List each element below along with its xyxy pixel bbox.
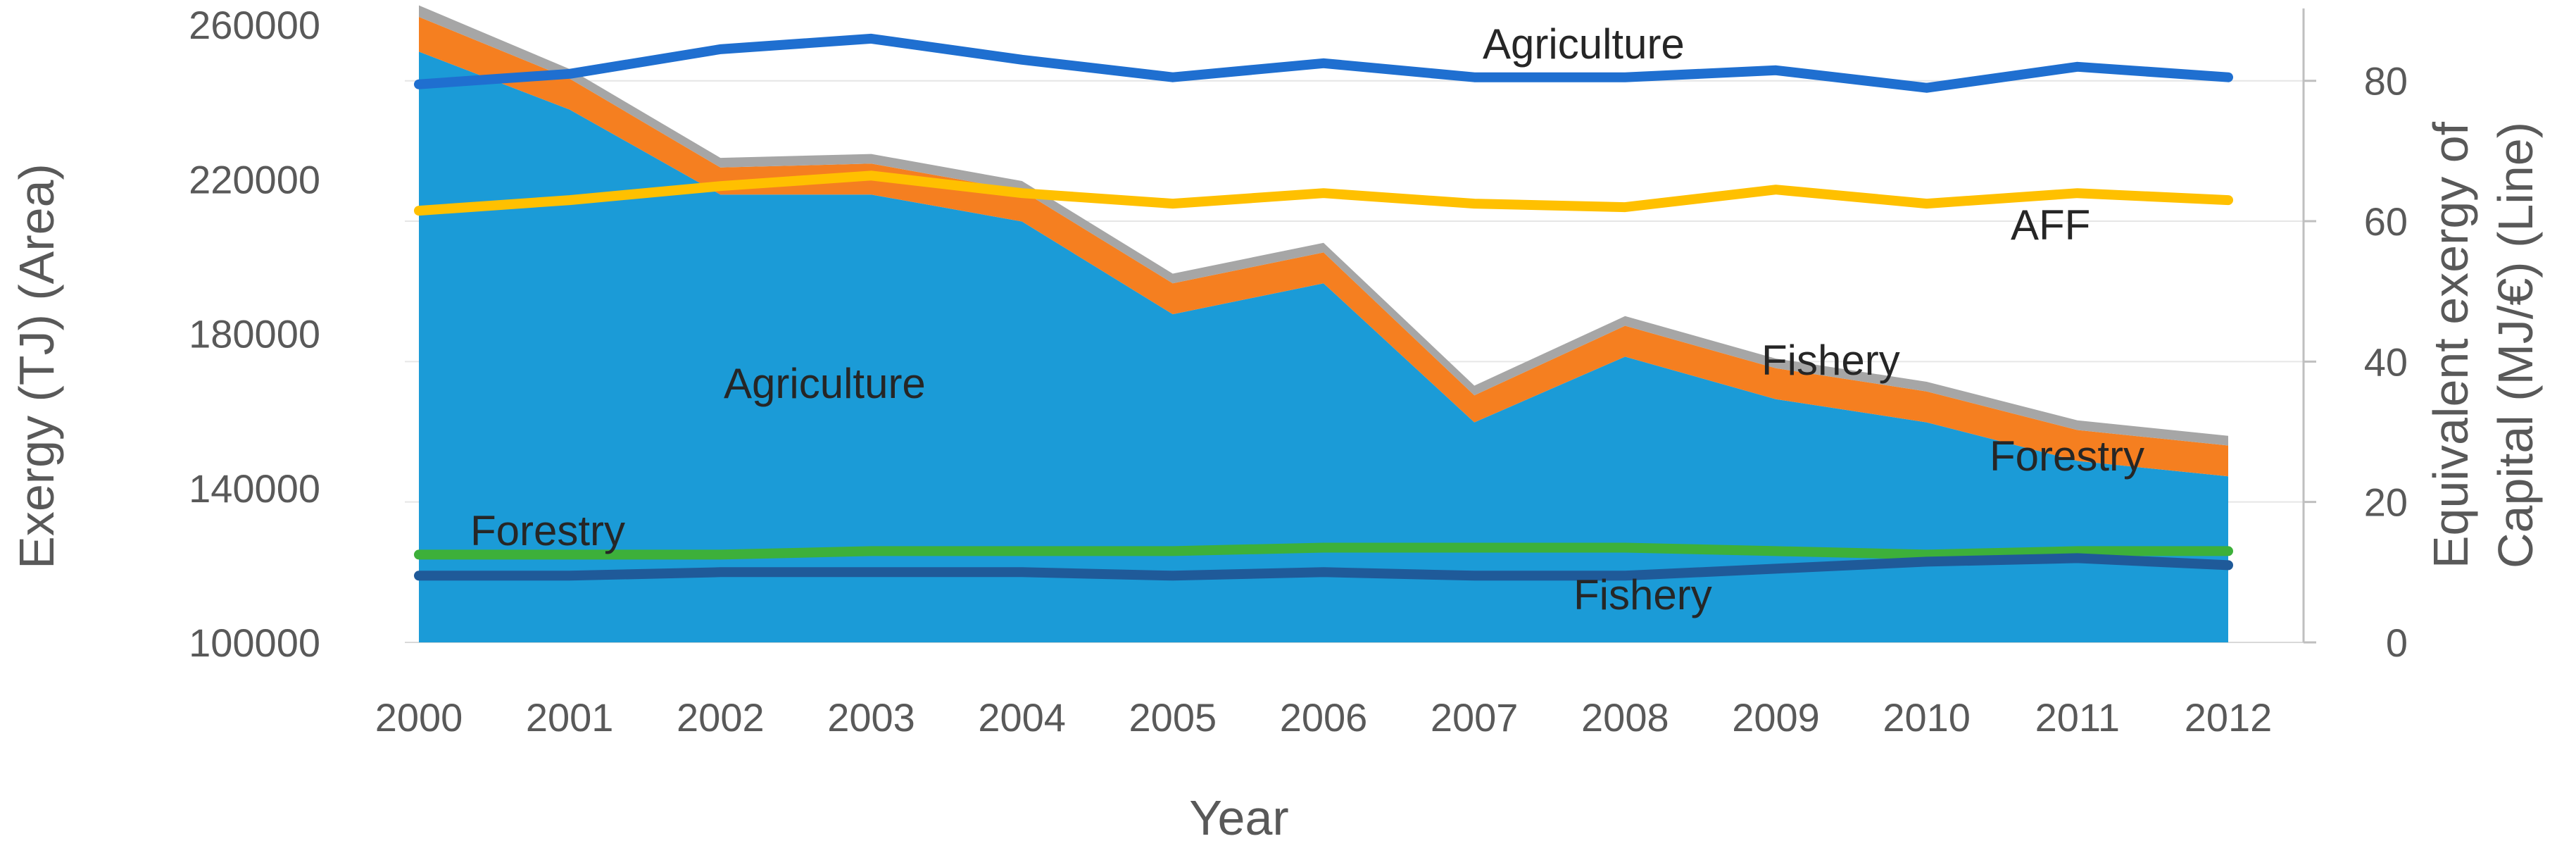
right-tick-0: 0: [2386, 621, 2408, 665]
right-tick-80: 80: [2364, 59, 2408, 104]
line-label-forestry: Forestry: [470, 507, 625, 554]
x-axis-title: Year: [1189, 790, 1288, 845]
right-tick-20: 20: [2364, 480, 2408, 525]
line-label-aff: AFF: [2011, 201, 2090, 249]
x-tick-2007: 2007: [1431, 695, 1519, 740]
area-label-agriculture: Agriculture: [724, 360, 926, 407]
left-tick-220000: 220000: [189, 157, 320, 201]
line-label-agriculture: Agriculture: [1483, 20, 1685, 68]
left-tick-180000: 180000: [189, 312, 320, 356]
x-tick-2003: 2003: [827, 695, 915, 740]
x-tick-2011: 2011: [2035, 695, 2120, 740]
x-tick-2002: 2002: [677, 695, 765, 740]
line-fishery: [414, 553, 2233, 581]
x-tick-2008: 2008: [1581, 695, 1669, 740]
right-tick-60: 60: [2364, 199, 2408, 244]
left-tick-140000: 140000: [189, 466, 320, 511]
left-tick-100000: 100000: [189, 621, 320, 665]
line-label-fishery: Fishery: [1573, 571, 1712, 618]
area-series: [419, 5, 2228, 642]
line-agriculture: [414, 33, 2233, 93]
left-axis-ticks: 100000 140000 180000 220000 260000: [189, 3, 320, 665]
left-axis-title: Exergy (TJ) (Area): [9, 163, 64, 569]
line-forestry: [414, 542, 2233, 560]
x-tick-2006: 2006: [1280, 695, 1368, 740]
x-axis-ticks: 2000 2001 2002 2003 2004 2005 2006 2007 2008 2009…: [375, 695, 2273, 740]
x-tick-2005: 2005: [1129, 695, 1217, 740]
x-tick-2000: 2000: [375, 695, 463, 740]
area-label-forestry: Forestry: [1990, 432, 2144, 480]
right-tick-40: 40: [2364, 340, 2408, 384]
right-axis-title-line1: Equivalent exergy of: [2423, 121, 2478, 568]
x-tick-2009: 2009: [1732, 695, 1820, 740]
area-label-fishery: Fishery: [1761, 337, 1900, 384]
x-tick-2010: 2010: [1883, 695, 1971, 740]
area-agriculture: [419, 51, 2228, 642]
left-tick-260000: 260000: [189, 3, 320, 47]
right-axis-title-line2: Capital (MJ/€) (Line): [2488, 122, 2543, 568]
line-aff: [414, 170, 2233, 216]
x-tick-2001: 2001: [526, 695, 614, 740]
x-tick-2012: 2012: [2185, 695, 2273, 740]
area-forestry: [419, 17, 2228, 477]
x-tick-2004: 2004: [978, 695, 1066, 740]
line-series: [414, 33, 2233, 581]
right-axis-ticks: 0 20 40 60 80: [2304, 59, 2408, 665]
